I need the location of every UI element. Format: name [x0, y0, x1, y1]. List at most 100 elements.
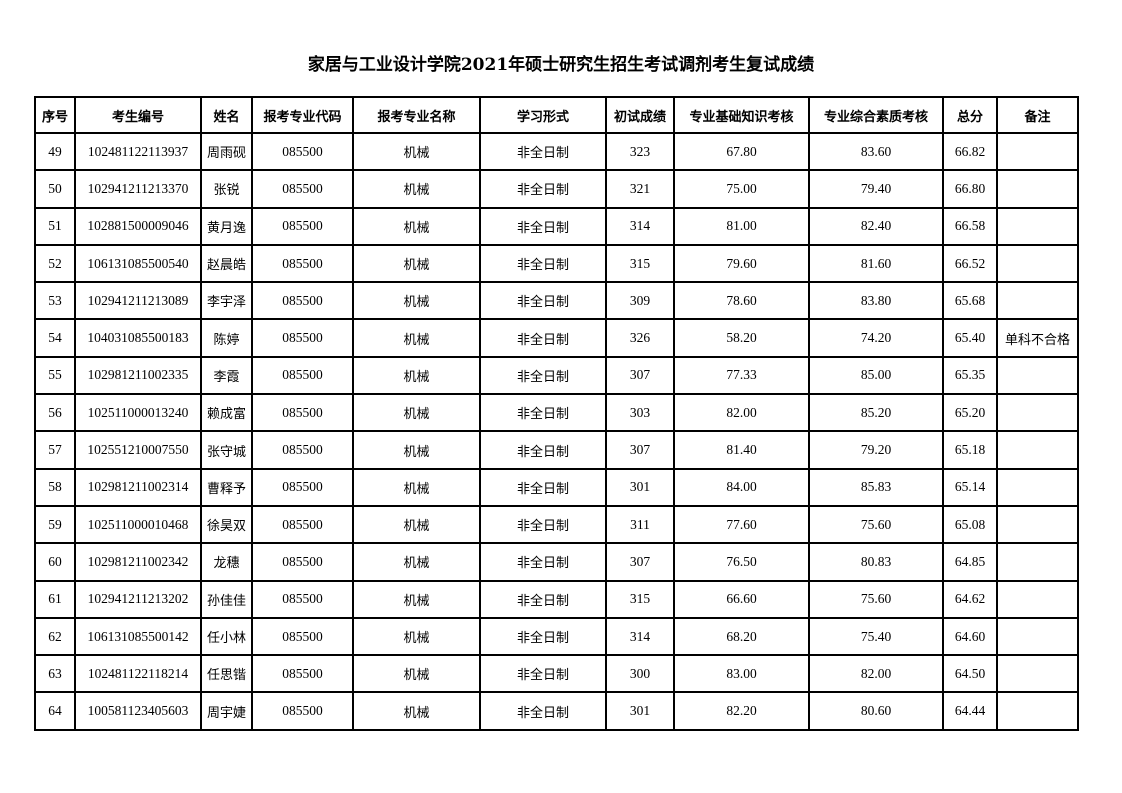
cell-basic-knowledge: 84.00 — [673, 467, 810, 507]
cell-major-name: 机械 — [352, 281, 481, 321]
cell-name: 赵晨皓 — [200, 243, 253, 284]
cell-total: 65.14 — [942, 467, 998, 507]
header-remarks: 备注 — [996, 96, 1079, 134]
cell-exam-id: 102981211002335 — [74, 355, 202, 396]
cell-initial-score: 314 — [605, 616, 675, 657]
cell-total: 64.44 — [942, 691, 998, 731]
cell-basic-knowledge: 82.20 — [673, 691, 810, 731]
cell-initial-score: 326 — [605, 318, 675, 358]
table-row: 54 104031085500183 陈婷 085500 机械 非全日制 326 58.20 7… — [34, 318, 1079, 358]
cell-major-name: 机械 — [352, 169, 481, 209]
cell-name: 任小林 — [200, 616, 253, 657]
cell-study-mode: 非全日制 — [479, 243, 607, 284]
cell-major-name: 机械 — [352, 654, 481, 694]
cell-seq: 61 — [34, 579, 76, 619]
cell-remarks — [996, 281, 1079, 321]
cell-exam-id: 102481122118214 — [74, 654, 202, 694]
cell-name: 任思锴 — [200, 654, 253, 694]
cell-seq: 62 — [34, 616, 76, 657]
table-row: 53 102941211213089 李宇泽 085500 机械 非全日制 309 78.60… — [34, 281, 1079, 321]
cell-total: 65.20 — [942, 393, 998, 433]
cell-study-mode: 非全日制 — [479, 467, 607, 507]
cell-study-mode: 非全日制 — [479, 393, 607, 433]
cell-initial-score: 307 — [605, 542, 675, 582]
cell-comprehensive: 80.83 — [808, 542, 944, 582]
cell-initial-score: 314 — [605, 206, 675, 246]
table-row: 52 106131085500540 赵晨皓 085500 机械 非全日制 315 79.60… — [34, 243, 1079, 284]
cell-comprehensive: 75.40 — [808, 616, 944, 657]
cell-name: 曹释予 — [200, 467, 253, 507]
cell-comprehensive: 81.60 — [808, 243, 944, 284]
cell-name: 赖成富 — [200, 393, 253, 433]
cell-major-name: 机械 — [352, 579, 481, 619]
header-major-name: 报考专业名称 — [352, 96, 481, 134]
cell-basic-knowledge: 79.60 — [673, 243, 810, 284]
cell-major-code: 085500 — [251, 542, 354, 582]
cell-study-mode: 非全日制 — [479, 542, 607, 582]
header-initial-score: 初试成绩 — [605, 96, 675, 134]
cell-initial-score: 307 — [605, 355, 675, 396]
table-row: 61 102941211213202 孙佳佳 085500 机械 非全日制 315 66.60… — [34, 579, 1079, 619]
cell-comprehensive: 82.40 — [808, 206, 944, 246]
cell-study-mode: 非全日制 — [479, 318, 607, 358]
cell-major-code: 085500 — [251, 318, 354, 358]
cell-exam-id: 102941211213370 — [74, 169, 202, 209]
table-row: 50 102941211213370 张锐 085500 机械 非全日制 321 75.00 7… — [34, 169, 1079, 209]
cell-name: 陈婷 — [200, 318, 253, 358]
cell-total: 66.52 — [942, 243, 998, 284]
cell-comprehensive: 79.20 — [808, 430, 944, 470]
header-name: 姓名 — [200, 96, 253, 134]
cell-major-name: 机械 — [352, 355, 481, 396]
cell-basic-knowledge: 81.00 — [673, 206, 810, 246]
cell-major-name: 机械 — [352, 393, 481, 433]
cell-name: 徐昊双 — [200, 504, 253, 545]
cell-major-code: 085500 — [251, 131, 354, 172]
scores-table: 序号 考生编号 姓名 报考专业代码 报考专业名称 学习形式 初试成绩 专业基础知… — [34, 96, 1079, 731]
cell-total: 65.18 — [942, 430, 998, 470]
cell-initial-score: 301 — [605, 467, 675, 507]
cell-total: 66.82 — [942, 131, 998, 172]
cell-major-code: 085500 — [251, 691, 354, 731]
cell-exam-id: 106131085500142 — [74, 616, 202, 657]
cell-comprehensive: 75.60 — [808, 504, 944, 545]
cell-remarks — [996, 206, 1079, 246]
cell-name: 周雨砚 — [200, 131, 253, 172]
cell-remarks — [996, 243, 1079, 284]
cell-major-code: 085500 — [251, 243, 354, 284]
cell-total: 64.50 — [942, 654, 998, 694]
header-total: 总分 — [942, 96, 998, 134]
cell-major-code: 085500 — [251, 206, 354, 246]
cell-seq: 50 — [34, 169, 76, 209]
cell-seq: 53 — [34, 281, 76, 321]
cell-exam-id: 102551210007550 — [74, 430, 202, 470]
cell-study-mode: 非全日制 — [479, 504, 607, 545]
header-comprehensive: 专业综合素质考核 — [808, 96, 944, 134]
cell-seq: 58 — [34, 467, 76, 507]
cell-seq: 51 — [34, 206, 76, 246]
cell-major-name: 机械 — [352, 430, 481, 470]
cell-basic-knowledge: 78.60 — [673, 281, 810, 321]
table-row: 57 102551210007550 张守城 085500 机械 非全日制 307 81.40… — [34, 430, 1079, 470]
cell-seq: 49 — [34, 131, 76, 172]
cell-name: 李霞 — [200, 355, 253, 396]
cell-name: 张守城 — [200, 430, 253, 470]
cell-initial-score: 321 — [605, 169, 675, 209]
cell-exam-id: 102511000010468 — [74, 504, 202, 545]
cell-basic-knowledge: 77.33 — [673, 355, 810, 396]
cell-major-name: 机械 — [352, 206, 481, 246]
cell-seq: 64 — [34, 691, 76, 731]
header-exam-id: 考生编号 — [74, 96, 202, 134]
cell-major-code: 085500 — [251, 654, 354, 694]
cell-study-mode: 非全日制 — [479, 616, 607, 657]
cell-name: 孙佳佳 — [200, 579, 253, 619]
header-basic-knowledge: 专业基础知识考核 — [673, 96, 810, 134]
cell-major-code: 085500 — [251, 281, 354, 321]
table-row: 56 102511000013240 赖成富 085500 机械 非全日制 303 82.00… — [34, 393, 1079, 433]
cell-basic-knowledge: 76.50 — [673, 542, 810, 582]
cell-study-mode: 非全日制 — [479, 206, 607, 246]
cell-comprehensive: 82.00 — [808, 654, 944, 694]
cell-exam-id: 102941211213202 — [74, 579, 202, 619]
cell-study-mode: 非全日制 — [479, 355, 607, 396]
cell-comprehensive: 85.20 — [808, 393, 944, 433]
cell-major-code: 085500 — [251, 616, 354, 657]
